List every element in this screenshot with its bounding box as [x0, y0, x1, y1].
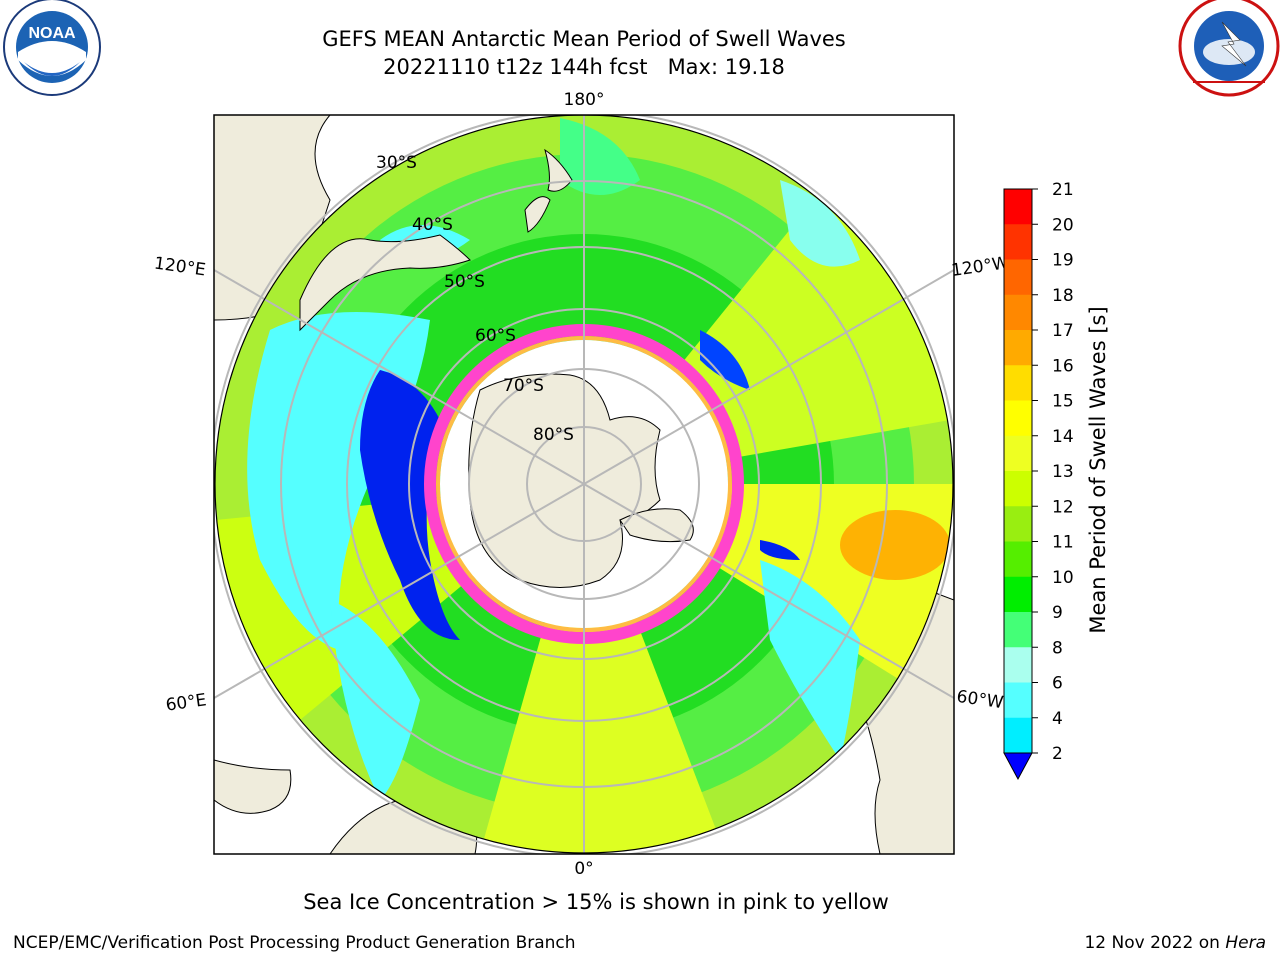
lon-label-120e: 120°E — [153, 253, 207, 280]
colorbar-tick-label: 14 — [1052, 427, 1074, 447]
colorbar-extend-triangle — [1003, 752, 1033, 781]
lat-label-60s: 60°S — [475, 326, 516, 346]
madagascar-land — [214, 759, 292, 814]
colorbar-segment — [1004, 330, 1032, 366]
colorbar-tick-label: 9 — [1052, 603, 1063, 623]
lon-label-0: 0° — [574, 859, 593, 879]
colorbar-tick-label: 21 — [1052, 180, 1074, 200]
noaa-logo: NOAA — [3, 0, 101, 96]
colorbar-segment — [1004, 682, 1032, 719]
colorbar-segment — [1004, 717, 1032, 754]
colorbar-tick-label: 18 — [1052, 286, 1074, 306]
colorbar-tick-label: 2 — [1052, 744, 1063, 764]
colorbar-segment — [1004, 400, 1032, 437]
colorbar-tick-label: 13 — [1052, 462, 1074, 482]
map-frame — [213, 114, 955, 855]
lat-label-40s: 40°S — [412, 215, 453, 235]
footer-credit: NCEP/EMC/Verification Post Processing Pr… — [13, 933, 576, 953]
lat-label-50s: 50°S — [444, 272, 485, 292]
colorbar-tick-label: 10 — [1052, 568, 1074, 588]
colorbar-label: Mean Period of Swell Waves [s] — [1086, 306, 1110, 633]
noaa-logo-text: NOAA — [28, 25, 76, 42]
colorbar-tick-label: 15 — [1052, 392, 1074, 412]
colorbar-segment — [1004, 189, 1032, 225]
colorbar-tick-label: 6 — [1052, 674, 1063, 694]
lon-label-60w: 60°W — [955, 687, 1004, 713]
footer-date: 12 Nov 2022 on Hera — [1084, 933, 1266, 953]
colorbar-segment — [1004, 435, 1032, 472]
colorbar-segment — [1004, 259, 1032, 296]
map-area — [214, 115, 954, 854]
nws-logo — [1178, 0, 1280, 97]
lat-label-30s: 30°S — [376, 153, 417, 173]
footer-machine: Hera — [1225, 933, 1266, 953]
sea-ice-note-text: Sea Ice Concentration > 15% is shown in … — [303, 890, 889, 914]
colorbar-segment — [1004, 541, 1032, 578]
colorbar-segment — [1004, 612, 1032, 648]
graticule — [214, 115, 954, 854]
lat-label-70s: 70°S — [503, 376, 544, 396]
colorbar-tick-label: 16 — [1052, 356, 1074, 376]
colorbar-segment — [1004, 224, 1032, 260]
colorbar-segment — [1004, 471, 1032, 507]
colorbar-segment — [1004, 294, 1032, 331]
footer-date-text: 12 Nov 2022 on — [1084, 933, 1226, 953]
colorbar-tick-label: 11 — [1052, 533, 1074, 553]
lon-label-180: 180° — [564, 90, 605, 110]
lon-label-60e: 60°E — [165, 690, 208, 715]
lat-label-80s: 80°S — [533, 425, 574, 445]
colorbar-tick-label: 19 — [1052, 251, 1074, 271]
latitude-labels: 30°S 40°S 50°S 60°S 70°S 80°S — [376, 153, 574, 445]
map-subtitle: 20221110 t12z 144h fcst Max: 19.18 — [383, 55, 785, 79]
colorbar-tick-label: 17 — [1052, 321, 1074, 341]
colorbar-tick-label: 20 — [1052, 215, 1074, 235]
colorbar-border — [1003, 188, 1033, 754]
colorbar-segment — [1004, 365, 1032, 401]
map-title: GEFS MEAN Antarctic Mean Period of Swell… — [322, 27, 846, 51]
colorbar-segment — [1004, 506, 1032, 542]
colorbar: 21 20 19 18 17 16 15 14 13 12 11 10 9 8 6 4 2 — [1003, 180, 1074, 781]
colorbar-tick-label: 12 — [1052, 497, 1074, 517]
colorbar-segment — [1004, 647, 1032, 683]
colorbar-segment — [1004, 576, 1032, 613]
lon-label-120w: 120°W — [950, 253, 1010, 281]
colorbar-tick-label: 8 — [1052, 638, 1063, 658]
colorbar-tick-label: 4 — [1052, 709, 1063, 729]
